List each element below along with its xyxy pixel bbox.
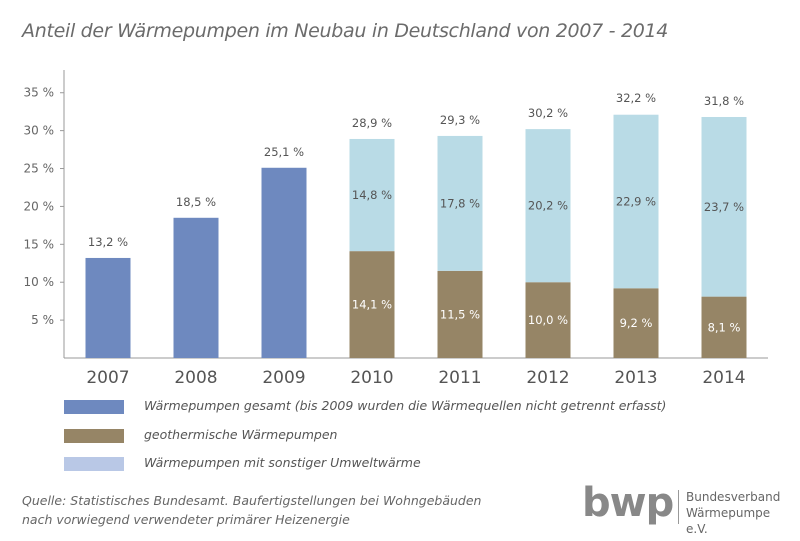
bar-segment [701,116,747,297]
legend-label-geothermisch: geothermische Wärmepumpen [144,427,338,442]
x-tick-label: 2012 [526,368,569,388]
legend-item-umweltwaerme: Wärmepumpen mit sonstiger Umweltwärme [64,455,664,471]
bar-segment [525,282,571,358]
legend-swatch-umweltwaerme [64,457,124,471]
bar-segment [525,129,571,283]
bar-segment [437,270,483,358]
total-label: 30,2 % [528,106,568,120]
source-note: Quelle: Statistisches Bundesamt. Baufert… [22,491,481,529]
y-tick-label: 35 % [24,86,55,100]
y-tick-label: 30 % [24,124,55,138]
logo-divider [678,490,679,524]
x-tick-label: 2007 [86,368,129,388]
legend-item-geothermisch: geothermische Wärmepumpen [64,427,664,443]
total-label: 29,3 % [440,113,480,127]
logo-text: Bundesverband Wärmepumpe e.V. [686,489,782,537]
x-tick-label: 2010 [350,368,393,388]
bar-segment [349,138,395,252]
y-tick-label: 20 % [24,199,55,213]
data-label: 10,0 % [528,313,568,327]
data-label: 8,1 % [708,320,741,334]
logo-line-2: Wärmepumpe e.V. [686,506,771,536]
data-label: 11,5 % [440,307,480,321]
bar-segment [613,288,659,358]
data-label: 13,2 % [88,235,128,249]
data-label: 25,1 % [264,145,304,159]
x-tick-label: 2009 [262,368,305,388]
data-label: 9,2 % [620,316,653,330]
total-label: 28,9 % [352,116,392,130]
stacked-bar-chart: 5 % 10 % 15 % 20 % 25 % 30 % 35 % 13,2 % 2007 18,… [24,70,768,388]
legend-label-gesamt: Wärmepumpen gesamt (bis 2009 wurden die … [144,398,667,413]
x-tick-label: 2008 [174,368,217,388]
y-tick-label: 10 % [24,275,55,289]
data-label: 18,5 % [176,195,216,209]
bar-segment [701,296,747,358]
legend-label-umweltwaerme: Wärmepumpen mit sonstiger Umweltwärme [144,455,421,470]
y-tick-label: 25 % [24,162,55,176]
chart-title: Anteil der Wärmepumpen im Neubau in Deut… [22,20,669,42]
data-label: 14,1 % [352,298,392,312]
data-label: 22,9 % [616,194,656,208]
data-label: 17,8 % [440,196,480,210]
legend-item-gesamt: Wärmepumpen gesamt (bis 2009 wurden die … [64,398,667,414]
bar-segment [437,135,483,271]
data-label: 14,8 % [352,188,392,202]
x-tick-label: 2014 [702,368,745,388]
legend-swatch-geothermisch [64,429,124,443]
bar-segment [261,167,307,358]
data-label: 23,7 % [704,200,744,214]
y-tick-label: 15 % [24,237,55,251]
legend-swatch-gesamt [64,400,124,414]
logo-line-1: Bundesverband [686,490,781,504]
y-tick-label: 5 % [31,313,54,327]
source-line-1: Quelle: Statistisches Bundesamt. Baufert… [22,493,482,508]
x-tick-label: 2011 [438,368,481,388]
total-label: 32,2 % [616,91,656,105]
logo-mark: bwp [582,480,674,526]
source-line-2: nach vorwiegend verwendeter primärer Hei… [22,512,350,527]
total-label: 31,8 % [704,94,744,108]
bwp-logo: bwp Bundesverband Wärmepumpe e.V. [582,480,782,536]
bar-segment [613,114,659,289]
x-tick-label: 2013 [614,368,657,388]
data-label: 20,2 % [528,199,568,213]
bar-segment [349,251,395,358]
bar-segment [173,217,219,358]
bar-segment [85,257,131,358]
